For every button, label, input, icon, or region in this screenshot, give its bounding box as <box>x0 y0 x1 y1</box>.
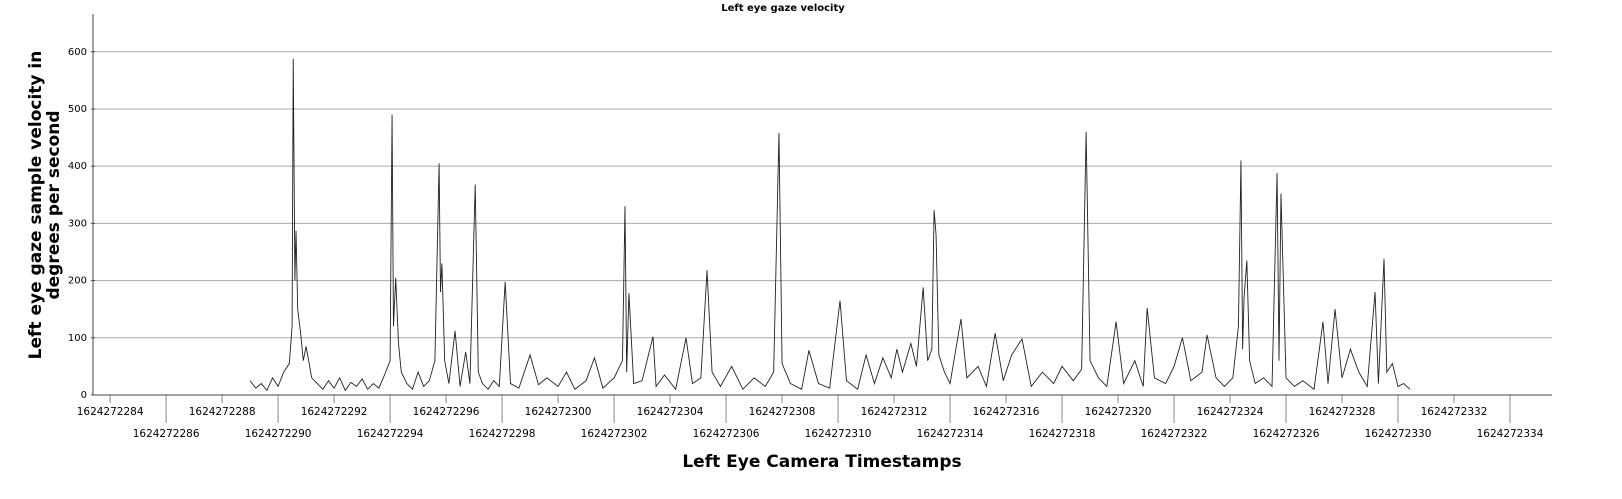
x-tick-label: 1624272332 <box>1421 406 1488 418</box>
x-tick-label: 1624272312 <box>861 406 928 418</box>
y-tick-label: 300 <box>68 218 87 229</box>
y-tick-label: 0 <box>81 390 87 401</box>
x-tick-label: 1624272298 <box>469 428 536 440</box>
x-tick-label: 1624272302 <box>581 428 648 440</box>
y-tick-label: 600 <box>68 47 87 58</box>
x-tick-label: 1624272290 <box>245 428 312 440</box>
x-tick-label: 1624272296 <box>413 406 480 418</box>
x-tick-label: 1624272322 <box>1141 428 1208 440</box>
x-tick-label: 1624272288 <box>189 406 256 418</box>
x-tick-label: 1624272300 <box>525 406 592 418</box>
y-tick-label: 400 <box>68 161 87 172</box>
chart-title: Left eye gaze velocity <box>721 3 845 14</box>
y-axis-label: Left eye gaze sample velocity in degrees… <box>26 50 64 360</box>
y-tick-label: 200 <box>68 276 87 287</box>
x-tick-label: 1624272292 <box>301 406 368 418</box>
x-tick-label: 1624272286 <box>133 428 200 440</box>
x-tick-label: 1624272326 <box>1253 428 1320 440</box>
y-tick-label: 100 <box>68 333 87 344</box>
x-tick-label: 1624272330 <box>1365 428 1432 440</box>
x-tick-label: 1624272320 <box>1085 406 1152 418</box>
x-tick-label: 1624272328 <box>1309 406 1376 418</box>
x-tick-label: 1624272310 <box>805 428 872 440</box>
x-tick-label: 1624272284 <box>77 406 144 418</box>
y-tick-label: 500 <box>68 104 87 115</box>
x-tick-label: 1624272318 <box>1029 428 1096 440</box>
line <box>249 58 1411 392</box>
x-tick-label: 1624272304 <box>637 406 704 418</box>
x-tick-label: 1624272306 <box>693 428 760 440</box>
x-tick-label: 1624272314 <box>917 428 984 440</box>
x-tick-label: 1624272308 <box>749 406 816 418</box>
x-tick-label: 1624272334 <box>1477 428 1544 440</box>
x-axis-label: Left Eye Camera Timestamps <box>682 452 961 472</box>
x-tick-label: 1624272316 <box>973 406 1040 418</box>
x-tick-label: 1624272324 <box>1197 406 1264 418</box>
x-tick-label: 1624272294 <box>357 428 424 440</box>
